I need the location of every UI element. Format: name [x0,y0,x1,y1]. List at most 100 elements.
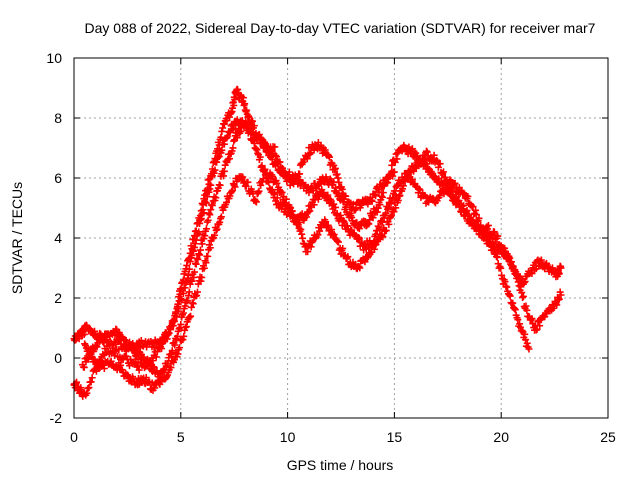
data-point [304,248,312,256]
data-point [343,222,351,230]
data-point [513,270,521,278]
data-point [182,323,190,331]
data-point [152,353,160,361]
x-tick-label: 15 [387,429,403,445]
data-point [259,175,267,183]
data-point [378,231,386,239]
data-point [183,261,191,269]
data-point [196,219,204,227]
data-point [173,332,181,340]
data-point [423,160,431,168]
data-point [390,168,398,176]
data-point [249,117,257,125]
data-point [80,363,88,371]
data-point [370,245,378,253]
data-point [322,218,330,226]
data-point [188,277,196,285]
data-point [218,146,226,154]
data-point [396,192,404,200]
data-point [451,179,459,187]
data-point [497,264,505,272]
data-point [142,374,150,382]
data-point [305,189,313,197]
data-point [230,137,238,145]
data-point [122,337,130,345]
data-point [338,185,346,193]
data-point [472,211,480,219]
data-point [285,168,293,176]
data-point [195,250,203,258]
data-point [477,225,485,233]
y-tick-label: 0 [54,350,62,366]
data-point [231,96,239,104]
data-point [132,352,140,360]
data-point [392,204,400,212]
data-point [506,292,514,300]
data-point [557,291,565,299]
data-point [179,336,187,344]
y-tick-label: 10 [46,50,62,66]
data-point [390,208,398,216]
data-point [334,238,342,246]
data-point [510,305,518,313]
data-point [371,190,379,198]
data-point [288,207,296,215]
data-point [206,244,214,252]
data-point [452,193,460,201]
data-point [211,166,219,174]
data-point [200,264,208,272]
y-tick-label: 2 [54,290,62,306]
data-point [263,142,271,150]
data-point [269,173,277,181]
data-point [375,222,383,230]
data-point [372,192,380,200]
data-point [261,138,269,146]
data-point [292,216,300,224]
data-point [224,132,232,140]
data-point [330,230,338,238]
data-point [158,345,166,353]
data-point [194,255,202,263]
data-point [331,184,339,192]
data-point [340,198,348,206]
data-point [552,300,560,308]
data-point [348,214,356,222]
y-tick-label: 4 [54,230,62,246]
data-point [376,201,384,209]
data-point [179,289,187,297]
data-point [216,181,224,189]
data-point [456,200,464,208]
data-point [174,303,182,311]
data-point [521,278,529,286]
data-point [239,94,247,102]
data-point [519,293,527,301]
data-point [187,312,195,320]
data-point [186,257,194,265]
data-point [137,337,145,345]
data-point [271,143,279,151]
data-points [70,85,565,400]
data-point [218,127,226,135]
data-point [455,197,463,205]
data-point [210,169,218,177]
data-point [85,384,93,392]
data-point [190,243,198,251]
data-point [494,232,502,240]
data-point [180,332,188,340]
data-point [303,155,311,163]
data-point [198,240,206,248]
data-point [533,325,541,333]
data-point [352,205,360,213]
data-point [522,302,530,310]
data-point [250,122,258,130]
data-point [321,146,329,154]
data-point [440,168,448,176]
data-point [286,203,294,211]
data-point [190,247,198,255]
data-point [387,169,395,177]
data-point [220,140,228,148]
data-point [184,292,192,300]
data-point [220,172,228,180]
data-point [495,243,503,251]
